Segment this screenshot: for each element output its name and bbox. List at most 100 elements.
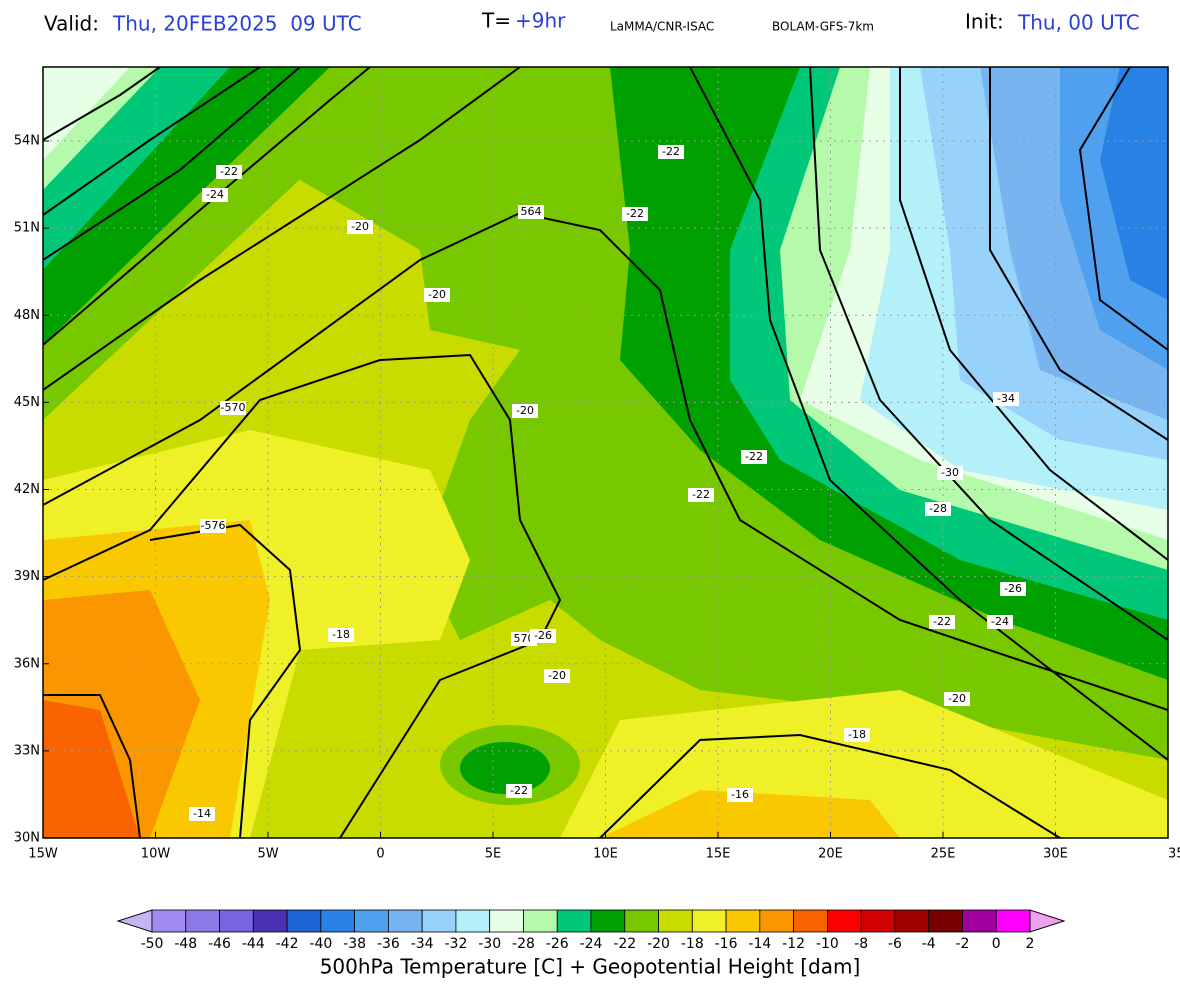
lat-label: 39N <box>14 569 40 584</box>
contour-label-box <box>347 220 373 234</box>
lon-label: 20E <box>818 847 843 862</box>
contour-label-box <box>688 488 714 502</box>
height-contours <box>43 67 1168 838</box>
lon-label: 5E <box>485 847 502 862</box>
contour-label-text: -26 <box>1004 582 1022 595</box>
colorbar-tick-label: -46 <box>208 936 231 952</box>
contour-label-text: 564 <box>521 205 542 218</box>
colorbar-swatch <box>826 909 862 933</box>
contour-label: -570 <box>220 401 246 415</box>
lat-label: 48N <box>14 308 40 323</box>
contour-label-box <box>518 205 544 219</box>
colorbar-tick-label: -40 <box>309 936 332 952</box>
contour-label-text: -28 <box>929 502 947 515</box>
contour-label-text: -26 <box>534 629 552 642</box>
colorbar-tick-label: -28 <box>512 936 535 952</box>
colorbar-tick-label: -34 <box>411 936 434 952</box>
colorbar-swatch <box>556 909 592 933</box>
contour-label-box <box>200 519 226 533</box>
contour-label-box <box>424 288 450 302</box>
lon-label: 25E <box>931 847 956 862</box>
lead-time: +9hr <box>515 9 566 33</box>
lon-label: 30E <box>1043 847 1068 862</box>
contour-label-box <box>937 466 963 480</box>
colorbar-swatch <box>658 909 693 933</box>
contour-label-text: -22 <box>510 784 528 797</box>
contour-label-text: -22 <box>745 450 763 463</box>
contour-label-box <box>216 165 242 179</box>
init-label: Init: <box>965 10 1004 34</box>
contour-label-text: -20 <box>428 288 446 301</box>
contour-label-box <box>993 392 1019 406</box>
colorbar-swatch <box>962 909 997 933</box>
contour-label: -24 <box>987 615 1013 629</box>
contour-label-box <box>987 615 1013 629</box>
lat-label: 33N <box>14 743 40 758</box>
contour-label: -22 <box>622 207 648 221</box>
contour-label-text: -22 <box>626 207 644 220</box>
contour-label-text: -570 <box>221 401 246 414</box>
colorbar-swatch <box>185 909 220 933</box>
contour-label: 564 <box>518 205 544 219</box>
contour-label-text: -30 <box>941 466 959 479</box>
contour-label-box <box>944 692 970 706</box>
colorbar-tick-label: -32 <box>444 936 467 952</box>
contour-label-box <box>202 188 228 202</box>
colorbar-tick-label: 0 <box>992 936 1001 952</box>
colorbar-swatch <box>590 909 626 933</box>
contour-label-box <box>530 629 556 643</box>
contour-label: -20 <box>424 288 450 302</box>
colorbar-swatch <box>624 909 659 933</box>
lon-label: 15E <box>706 847 731 862</box>
colorbar-under <box>116 909 153 933</box>
contour-label: -28 <box>925 502 951 516</box>
contour-label-box <box>844 728 870 742</box>
colorbar-swatch <box>894 909 930 933</box>
lon-label: 15W <box>28 847 58 862</box>
colorbar-swatch <box>860 909 896 933</box>
contour-label-text: -14 <box>193 807 211 820</box>
colorbar-tick-label: -8 <box>854 936 868 952</box>
contour-label: -20 <box>944 692 970 706</box>
contour-label: -34 <box>993 392 1019 406</box>
lon-label: 35E <box>1168 847 1180 862</box>
colorbar-swatch <box>691 909 727 933</box>
colorbar-swatch <box>928 909 963 933</box>
colorbar-swatch <box>489 909 524 933</box>
colorbar-swatch <box>455 909 491 933</box>
colorbar-tick-label: -48 <box>174 936 197 952</box>
colorbar-swatch <box>387 909 423 933</box>
colorbar-swatch <box>354 909 389 933</box>
contour-label-box <box>741 450 767 464</box>
colorbar-tick-label: -44 <box>242 936 265 952</box>
contour-label: -20 <box>544 669 570 683</box>
colorbar-tick-label: -30 <box>478 936 501 952</box>
colorbar-swatch <box>725 909 761 933</box>
map-field: -22 -24 -20 564 -22 -22 -20 -570 -20 -34 -22 -30 -22… <box>43 67 1168 838</box>
contour-label-text: -24 <box>206 188 224 201</box>
init-time: Thu, 00 UTC <box>1017 11 1140 35</box>
colorbar-over <box>1029 909 1066 933</box>
colorbar-swatch <box>421 909 457 933</box>
lat-label: 30N <box>14 831 40 846</box>
lon-label: 10E <box>593 847 618 862</box>
contour-label-box <box>925 502 951 516</box>
colorbar-tick-label: -2 <box>955 936 969 952</box>
colorbar-tick-label: -12 <box>782 936 805 952</box>
colorbar-swatch <box>793 909 828 933</box>
lat-label: 45N <box>14 395 40 410</box>
colorbar-tick-label: -24 <box>580 936 603 952</box>
contour-label-box <box>220 401 246 415</box>
colorbar-tick-label: -16 <box>715 936 738 952</box>
contour-label-text: -20 <box>516 404 534 417</box>
contour-label: -30 <box>937 466 963 480</box>
contour-label-text: -576 <box>201 519 226 532</box>
contour-label: -18 <box>844 728 870 742</box>
contour-label-text: -20 <box>948 692 966 705</box>
contour-label: -24 <box>202 188 228 202</box>
colorbar-tick-label: -42 <box>276 936 299 952</box>
colorbar-tick-label: -38 <box>343 936 366 952</box>
contour-label-text: -18 <box>332 628 350 641</box>
contour-label: -20 <box>347 220 373 234</box>
